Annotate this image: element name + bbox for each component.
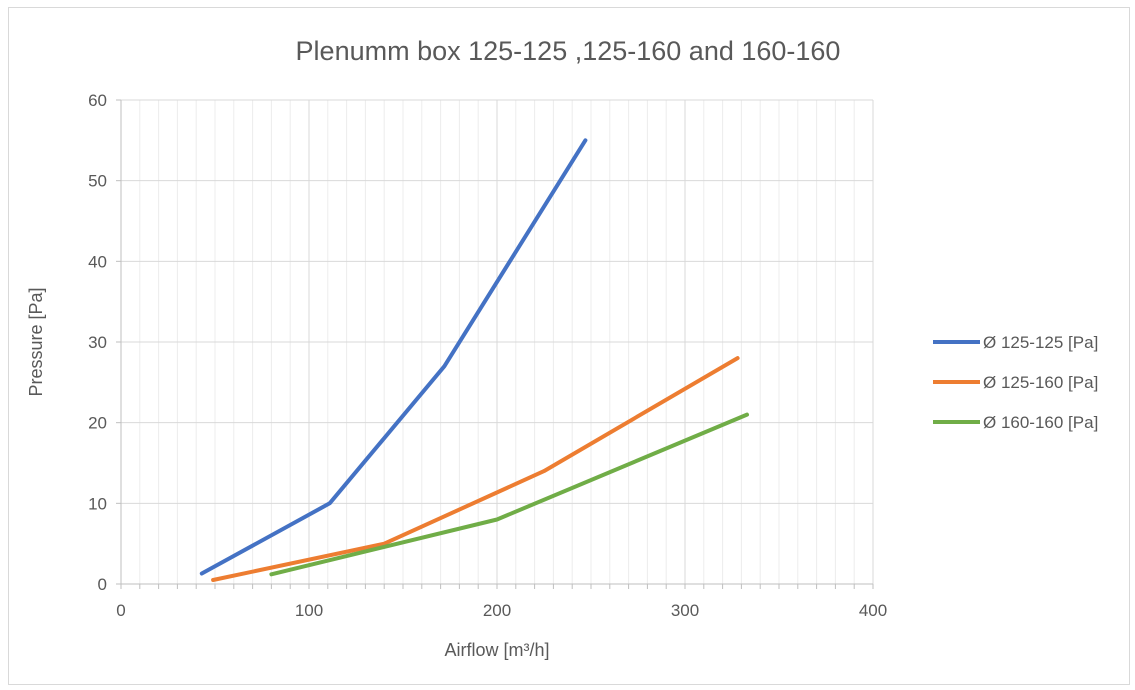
y-tick-label: 20 <box>88 414 107 433</box>
gridlines <box>120 99 874 585</box>
legend-label-1: Ø 125-125 [Pa] <box>983 333 1098 352</box>
series-line-2 <box>211 356 740 582</box>
y-tick-label: 50 <box>88 172 107 191</box>
legend-label-2: Ø 125-160 [Pa] <box>983 373 1098 392</box>
axes <box>116 99 874 589</box>
y-tick-label: 60 <box>88 91 107 110</box>
chart-frame <box>8 7 1130 685</box>
x-tick-label: 300 <box>671 601 699 620</box>
series-line-3 <box>269 412 749 577</box>
legend-label-3: Ø 160-160 [Pa] <box>983 413 1098 432</box>
y-tick-label: 40 <box>88 252 107 271</box>
series-line-1 <box>199 138 588 576</box>
y-tick-label: 10 <box>88 494 107 513</box>
legend: Ø 125-125 [Pa] Ø 125-160 [Pa] Ø 160-160 [P… <box>933 333 1098 432</box>
y-axis-label: Pressure [Pa] <box>26 287 46 396</box>
x-tick-label: 200 <box>483 601 511 620</box>
series-lines <box>199 138 749 582</box>
y-tick-label: 30 <box>88 333 107 352</box>
tick-labels: 0 100 200 300 400 0 10 20 30 40 50 60 <box>88 91 887 620</box>
x-tick-label: 400 <box>859 601 887 620</box>
x-tick-label: 100 <box>295 601 323 620</box>
x-tick-label: 0 <box>116 601 125 620</box>
y-tick-label: 0 <box>98 575 107 594</box>
chart-title: Plenumm box 125-125 ,125-160 and 160-160 <box>296 36 841 66</box>
x-axis-label: Airflow [m³/h] <box>444 640 549 660</box>
